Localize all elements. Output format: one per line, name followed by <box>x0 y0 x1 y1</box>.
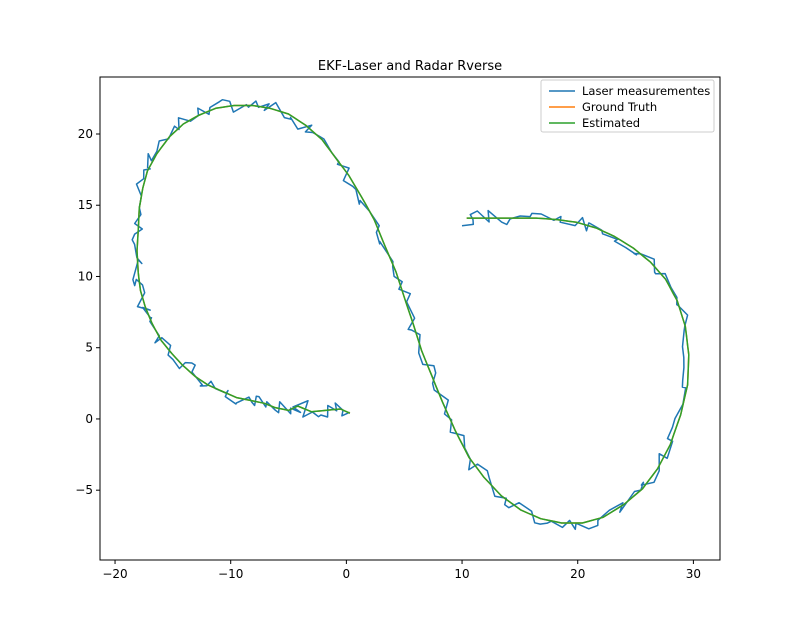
series-layer <box>131 98 690 531</box>
chart-title: EKF-Laser and Radar Rverse <box>318 59 502 74</box>
x-tick-label: −10 <box>218 567 243 581</box>
x-tick-label: 20 <box>570 567 585 581</box>
plot-frame <box>99 76 721 561</box>
y-tick-label: 10 <box>78 269 93 283</box>
x-axis: −20 −10 0 10 20 30 <box>102 560 701 581</box>
legend: Laser measurementes Ground Truth Estimat… <box>540 79 715 133</box>
series-line-0 <box>131 98 689 531</box>
y-tick-label: 20 <box>78 127 93 141</box>
y-axis: −5 0 5 10 15 20 <box>75 127 100 497</box>
legend-box <box>540 79 715 133</box>
y-tick-label: 0 <box>85 412 93 426</box>
series-line-2 <box>136 104 690 524</box>
legend-label-ground-truth: Ground Truth <box>582 100 657 114</box>
y-tick-label: −5 <box>75 483 93 497</box>
x-tick-label: −20 <box>102 567 127 581</box>
y-tick-label: 5 <box>85 341 93 355</box>
legend-label-estimated: Estimated <box>582 116 640 130</box>
x-tick-label: 30 <box>686 567 701 581</box>
legend-label-laser: Laser measurementes <box>582 84 710 98</box>
x-tick-label: 0 <box>343 567 351 581</box>
y-tick-label: 15 <box>78 198 93 212</box>
x-tick-label: 10 <box>454 567 469 581</box>
